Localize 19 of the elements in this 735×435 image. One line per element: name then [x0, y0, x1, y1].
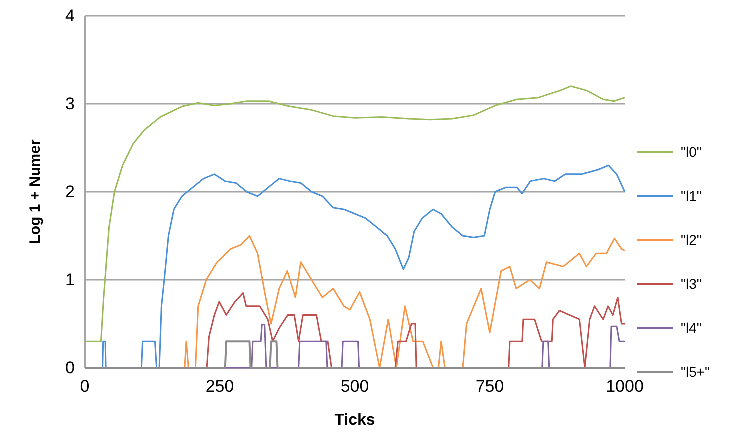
x-tick-label: 750 [476, 377, 504, 396]
y-tick-label: 4 [66, 6, 75, 26]
legend-label: "l0" [681, 144, 702, 160]
x-tick-label: 0 [80, 377, 90, 396]
legend-label: "l2" [681, 232, 702, 248]
y-tick-label: 0 [66, 358, 75, 378]
legend-label: "l4" [681, 320, 702, 336]
x-axis-title: Ticks [334, 412, 376, 429]
x-tick-label: 500 [340, 377, 370, 396]
line-series [84, 86, 626, 342]
y-tick-label: 1 [66, 270, 75, 290]
legend-label: "l5+" [681, 364, 710, 380]
y-tick-label: 2 [66, 182, 75, 202]
x-tick-label: 250 [206, 377, 234, 396]
legend-label: "l3" [681, 276, 702, 292]
y-tick-label: 3 [66, 94, 75, 114]
legend-label: "l1" [681, 188, 702, 204]
x-tick-label: 1000 [606, 377, 644, 396]
y-axis-title: Log 1 + Numer [27, 140, 44, 244]
